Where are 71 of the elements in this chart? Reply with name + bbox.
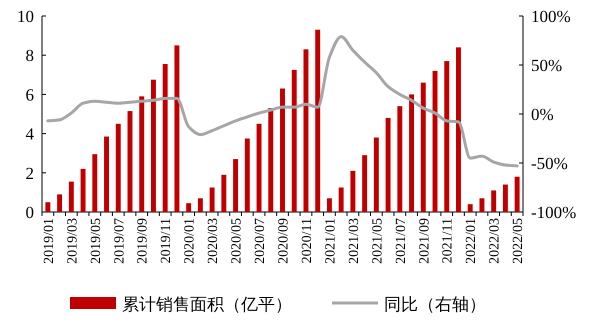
x-tick-label: 2019/01 [42,218,57,264]
bar [491,190,496,212]
bar [304,49,308,212]
bar [210,188,215,212]
x-tick-label: 2019/07 [112,218,128,264]
bar [174,45,180,212]
y-tick-label: 2 [26,164,34,183]
y-tick-label: 0 [26,203,34,222]
bar [432,70,438,212]
bar [221,174,226,212]
x-tick-label: 2019/03 [65,218,80,264]
bar [326,198,332,212]
bar [386,118,391,212]
bar [116,124,121,212]
bar [280,88,285,212]
x-tick-label: 2021/03 [346,218,362,264]
x-tick-label: 2021/07 [394,218,409,264]
bar [362,155,368,212]
bar [350,170,356,212]
x-tick-label: 2021/11 [440,218,456,264]
bar [92,154,98,212]
bar [468,204,473,212]
line-series [46,35,519,168]
bar [479,198,484,212]
bar [233,159,238,212]
bar [198,198,203,212]
bar [338,188,344,212]
bar [315,30,320,212]
x-tick-label: 2020/07 [253,218,268,264]
bar [57,194,62,212]
bar [397,106,402,212]
bar [80,168,86,212]
bar [374,138,379,212]
y2-tick-label: 50% [531,56,562,75]
bar [409,94,414,212]
bar [68,182,74,212]
bar [502,184,508,212]
bar [45,202,50,212]
bar [104,136,109,212]
bar [256,124,262,212]
x-tick-label: 2020/05 [230,218,245,264]
y2-tick-label: -100% [531,203,576,222]
x-tick-label: 2019/11 [159,218,174,264]
x-tick-label: 2020/01 [182,218,198,264]
bar [514,176,520,212]
y2-tick-label: -50% [531,154,568,173]
x-tick-label: 2022/01 [464,218,480,264]
y-tick-label: 4 [26,124,34,144]
x-tick-label: 2019/05 [88,218,104,264]
bar [456,47,461,212]
x-tick-label: 2022/03 [488,218,503,264]
legend-label: 同比（右轴） [384,295,486,314]
y-tick-label: 6 [26,85,34,104]
bar [162,64,168,212]
x-tick-label: 2021/01 [323,218,338,264]
y2-tick-label: 0% [531,105,554,124]
x-tick-label: 2021/05 [370,218,386,264]
bar [186,203,192,212]
x-tick-label: 2022/05 [511,218,526,264]
bar [150,80,156,212]
y2-tick-label: 100% [531,7,571,26]
y-tick-label: 8 [26,46,34,66]
x-tick-label: 2020/09 [276,218,292,264]
bar [244,138,250,212]
y-tick-label: 10 [17,7,34,26]
x-tick-label: 2020/03 [206,218,222,264]
bar [128,111,132,212]
x-tick-label: 2019/09 [136,218,151,264]
x-tick-label: 2021/09 [417,218,432,264]
legend-label: 累计销售面积（亿平） [122,295,292,314]
x-tick-label: 2020/11 [300,218,315,264]
